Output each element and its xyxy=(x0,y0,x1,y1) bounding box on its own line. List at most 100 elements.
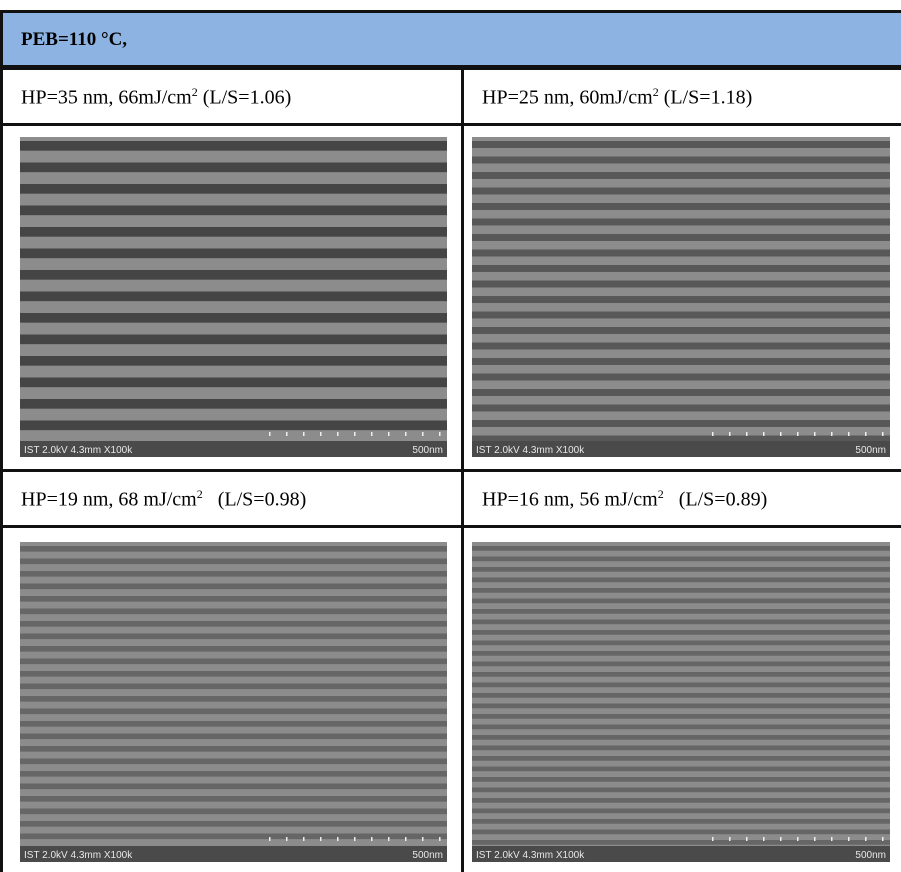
stripe xyxy=(20,184,447,194)
stripe xyxy=(472,619,890,625)
stripe xyxy=(20,420,447,431)
stripe xyxy=(20,783,447,790)
stripe xyxy=(20,708,447,715)
stripe xyxy=(472,280,890,288)
caption-text: HP=16 nm, 56 mJ/cm xyxy=(482,488,658,511)
caption-sup: 2 xyxy=(657,487,664,501)
info-bar xyxy=(472,441,890,457)
stripe xyxy=(472,703,890,709)
scale-tick xyxy=(729,432,731,436)
stripe xyxy=(472,724,890,730)
scale-tick xyxy=(286,837,288,841)
stripe xyxy=(472,546,890,551)
image-bg xyxy=(472,542,890,862)
image-scale: 500nm xyxy=(412,445,443,456)
stripe xyxy=(20,746,447,752)
stripe xyxy=(472,609,890,614)
stripe xyxy=(472,296,890,303)
scale-tick xyxy=(320,432,322,436)
stripe xyxy=(472,714,890,719)
stripe xyxy=(472,840,890,845)
stripe xyxy=(472,435,890,443)
stripe xyxy=(472,556,890,562)
image-info: IST 2.0kV 4.3mm X100k xyxy=(24,445,133,456)
stripe xyxy=(20,546,447,552)
stripe xyxy=(20,721,447,727)
scale-tick xyxy=(780,837,782,841)
stripe xyxy=(472,766,890,772)
stripe xyxy=(20,621,447,627)
caption-sup: 2 xyxy=(196,487,203,501)
scale-tick xyxy=(882,837,884,841)
stripe xyxy=(472,640,890,646)
scale-tick xyxy=(303,837,305,841)
caption-text: (L/S=1.18) xyxy=(658,86,753,109)
caption-text: (L/S=0.89) xyxy=(663,488,768,511)
stripe xyxy=(20,646,447,652)
scale-tick xyxy=(286,432,288,436)
sem-image: IST 2.0kV 4.3mm X100k 500nm xyxy=(20,542,447,862)
stripe xyxy=(20,205,447,216)
stripe xyxy=(472,588,890,593)
stripe xyxy=(472,577,890,583)
scale-tick xyxy=(848,837,850,841)
rule xyxy=(0,10,3,872)
stripe xyxy=(20,608,447,615)
caption: HP=19 nm, 68 mJ/cm2 (L/S=0.98) xyxy=(3,472,443,530)
scale-tick xyxy=(388,837,390,841)
stripe xyxy=(472,404,890,412)
info-bar xyxy=(20,846,447,862)
info-bar xyxy=(20,441,447,457)
scale-tick xyxy=(831,432,833,436)
scale-tick xyxy=(337,837,339,841)
stripe xyxy=(20,248,447,259)
image-info: IST 2.0kV 4.3mm X100k xyxy=(24,850,133,861)
scale-tick xyxy=(831,837,833,841)
stripe xyxy=(20,377,447,388)
stripe xyxy=(472,389,890,396)
scale-tick xyxy=(354,432,356,436)
caption-text: (L/S=1.06) xyxy=(197,86,292,109)
stripe xyxy=(20,583,447,590)
scale-tick xyxy=(371,837,373,841)
stripe xyxy=(20,162,447,173)
caption: HP=16 nm, 56 mJ/cm2 (L/S=0.89) xyxy=(464,472,901,530)
stripe xyxy=(472,777,890,782)
scale-tick xyxy=(422,837,424,841)
rule xyxy=(0,67,901,70)
rule xyxy=(0,525,901,528)
scale-tick xyxy=(763,837,765,841)
stripe xyxy=(20,571,447,577)
stripe xyxy=(472,234,890,241)
scale-tick xyxy=(422,432,424,436)
caption-sup: 2 xyxy=(191,85,198,99)
scale-tick xyxy=(337,432,339,436)
stripe xyxy=(472,693,890,698)
sem-image: IST 2.0kV 4.3mm X100k 500nm xyxy=(20,137,447,457)
image-info: IST 2.0kV 4.3mm X100k xyxy=(476,445,585,456)
scale-tick xyxy=(729,837,731,841)
stripe xyxy=(472,141,890,148)
stripe xyxy=(472,373,890,381)
header: PEB=110 °C, xyxy=(0,10,901,68)
stripe xyxy=(20,558,447,565)
stripe xyxy=(20,633,447,640)
stripe xyxy=(472,819,890,824)
stripe xyxy=(20,758,447,765)
stripe xyxy=(472,342,890,350)
scale-tick xyxy=(371,432,373,436)
stripe xyxy=(472,735,890,740)
stripe xyxy=(472,249,890,257)
stripe xyxy=(20,733,447,740)
stripe xyxy=(472,651,890,656)
stripe xyxy=(472,682,890,688)
stripe xyxy=(20,808,447,815)
stripe xyxy=(20,671,447,677)
stripe xyxy=(20,596,447,602)
stripe xyxy=(20,313,447,323)
stripe xyxy=(472,808,890,814)
caption: HP=35 nm, 66mJ/cm2 (L/S=1.06) xyxy=(3,70,443,128)
image-scale: 500nm xyxy=(412,850,443,861)
info-bar xyxy=(472,846,890,862)
